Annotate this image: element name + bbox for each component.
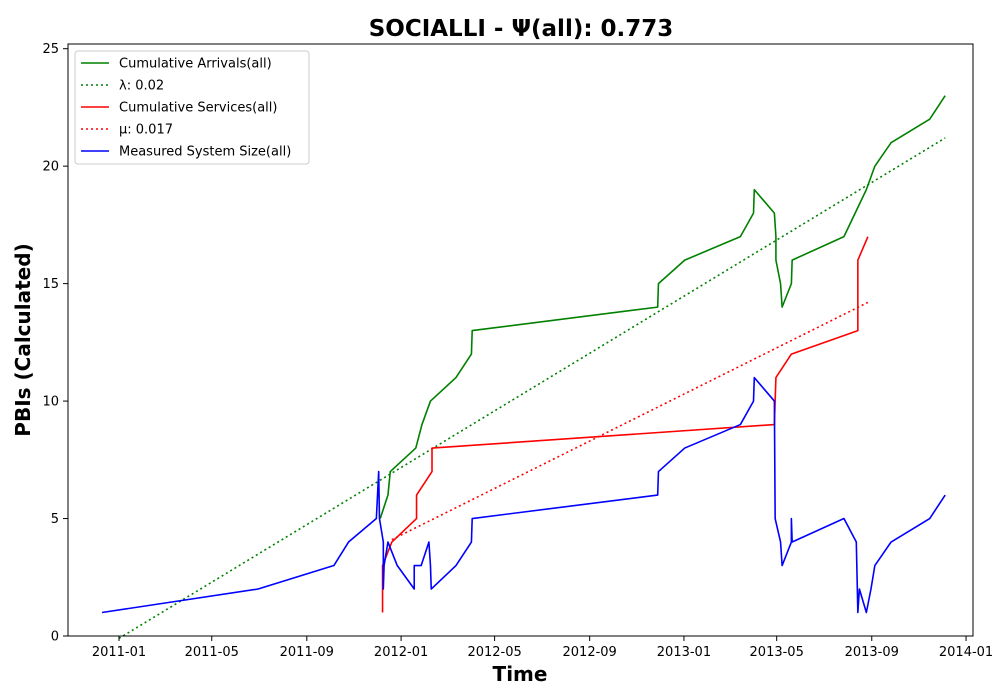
x-tick-label: 2013-05 [750, 645, 804, 660]
y-tick-label: 15 [42, 277, 59, 292]
x-tick-label: 2011-01 [92, 645, 146, 660]
chart-title: SOCIALLI - Ψ(all): 0.773 [369, 16, 674, 42]
x-tick-label: 2011-09 [280, 645, 334, 660]
y-tick-label: 0 [51, 630, 59, 645]
x-tick-label: 2013-01 [657, 645, 711, 660]
legend-label: λ: 0.02 [119, 79, 164, 94]
x-axis: 2011-01 2011-05 2011-09 2012-01 2012-05 2012-… [92, 636, 993, 660]
legend-box [74, 50, 310, 165]
y-tick-label: 25 [42, 42, 59, 57]
plot-frame [67, 43, 974, 637]
series-line-3 [391, 301, 869, 541]
y-axis: 0 5 10 15 20 25 [42, 42, 68, 645]
series-line-1 [118, 137, 946, 640]
y-axis-title: PBIs (Calculated) [11, 243, 35, 436]
y-tick-label: 20 [42, 160, 59, 175]
legend-label: μ: 0.017 [119, 123, 173, 138]
x-tick-label: 2014-01 [939, 645, 993, 660]
series-line-0 [379, 95, 946, 519]
x-tick-label: 2012-01 [374, 645, 428, 660]
legend-label: Cumulative Services(all) [119, 101, 277, 116]
legend-label: Cumulative Arrivals(all) [119, 57, 272, 72]
y-tick-label: 5 [51, 512, 59, 527]
x-tick-label: 2012-05 [467, 645, 521, 660]
legend-label: Measured System Size(all) [119, 145, 291, 160]
legend: Cumulative Arrivals(all) λ: 0.02 Cumulativ… [74, 50, 310, 165]
x-tick-label: 2012-09 [563, 645, 617, 660]
x-axis-title: Time [493, 662, 548, 686]
series-line-2 [381, 236, 869, 613]
x-tick-label: 2011-05 [185, 645, 239, 660]
series-line-4 [101, 376, 946, 614]
series-layer [101, 95, 946, 640]
x-tick-label: 2013-09 [845, 645, 899, 660]
y-tick-label: 10 [42, 395, 59, 410]
